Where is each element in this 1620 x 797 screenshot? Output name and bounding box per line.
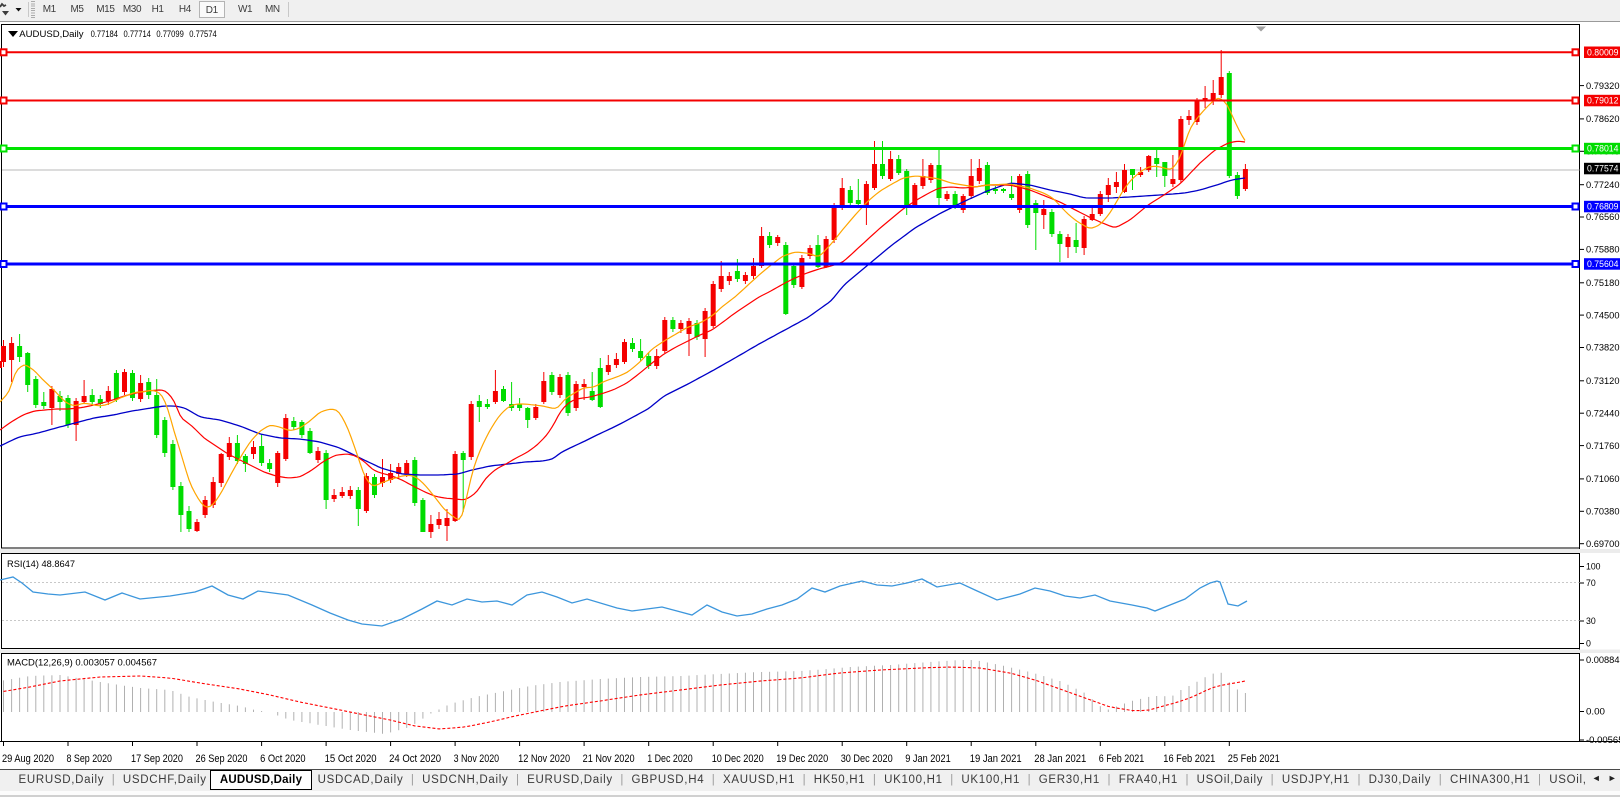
- svg-text:0.79012: 0.79012: [1587, 96, 1619, 106]
- svg-text:0.75180: 0.75180: [1586, 278, 1620, 288]
- svg-text:21 Nov 2020: 21 Nov 2020: [583, 753, 635, 765]
- svg-text:0.72440: 0.72440: [1586, 408, 1620, 418]
- svg-text:16 Feb 2021: 16 Feb 2021: [1163, 753, 1215, 765]
- svg-text:12 Nov 2020: 12 Nov 2020: [518, 753, 570, 765]
- svg-text:0.79320: 0.79320: [1586, 81, 1620, 91]
- svg-text:0.77574: 0.77574: [189, 29, 217, 40]
- svg-text:70: 70: [1586, 578, 1596, 588]
- svg-text:25 Feb 2021: 25 Feb 2021: [1228, 753, 1280, 765]
- svg-text:0.78620: 0.78620: [1586, 114, 1620, 124]
- svg-text:0.73120: 0.73120: [1586, 376, 1620, 386]
- svg-text:9 Jan 2021: 9 Jan 2021: [905, 753, 951, 765]
- svg-text:17 Sep 2020: 17 Sep 2020: [131, 753, 183, 765]
- svg-text:0.00: 0.00: [1586, 707, 1605, 717]
- svg-text:24 Oct 2020: 24 Oct 2020: [389, 753, 441, 765]
- svg-text:0.77714: 0.77714: [124, 29, 152, 40]
- svg-text:0.76809: 0.76809: [1587, 202, 1619, 212]
- svg-text:-0.00565: -0.00565: [1586, 735, 1620, 745]
- svg-text:1 Dec 2020: 1 Dec 2020: [647, 753, 693, 765]
- svg-text:0.75604: 0.75604: [1587, 259, 1619, 269]
- svg-text:19 Dec 2020: 19 Dec 2020: [776, 753, 828, 765]
- svg-text:0.69700: 0.69700: [1586, 539, 1620, 549]
- svg-text:8 Sep 2020: 8 Sep 2020: [67, 753, 113, 765]
- svg-text:15 Oct 2020: 15 Oct 2020: [325, 753, 377, 765]
- svg-text:10 Dec 2020: 10 Dec 2020: [712, 753, 764, 765]
- svg-text:0.77240: 0.77240: [1586, 180, 1620, 190]
- svg-text:0.76560: 0.76560: [1586, 212, 1620, 222]
- svg-text:0.77184: 0.77184: [91, 29, 119, 40]
- svg-text:0.73820: 0.73820: [1586, 343, 1620, 353]
- svg-text:0.70380: 0.70380: [1586, 507, 1620, 517]
- svg-text:30 Dec 2020: 30 Dec 2020: [841, 753, 893, 765]
- svg-text:6 Feb 2021: 6 Feb 2021: [1099, 753, 1145, 765]
- svg-text:0.77099: 0.77099: [156, 29, 183, 40]
- svg-text:0: 0: [1586, 639, 1591, 649]
- svg-text:100: 100: [1586, 562, 1601, 572]
- svg-text:0.77574: 0.77574: [1587, 164, 1619, 174]
- svg-text:AUDUSD,Daily: AUDUSD,Daily: [19, 29, 83, 40]
- svg-text:RSI(14) 48.8647: RSI(14) 48.8647: [7, 559, 75, 570]
- svg-text:30: 30: [1586, 616, 1596, 626]
- svg-text:3 Nov 2020: 3 Nov 2020: [454, 753, 500, 765]
- svg-text:0.00884: 0.00884: [1586, 655, 1620, 665]
- svg-text:0.75880: 0.75880: [1586, 245, 1620, 255]
- svg-text:0.71760: 0.71760: [1586, 441, 1620, 451]
- svg-text:19 Jan 2021: 19 Jan 2021: [970, 753, 1022, 765]
- svg-text:MACD(12,26,9) 0.003057 0.00456: MACD(12,26,9) 0.003057 0.004567: [7, 658, 157, 669]
- svg-text:28 Jan 2021: 28 Jan 2021: [1034, 753, 1086, 765]
- svg-text:0.74500: 0.74500: [1586, 310, 1620, 320]
- svg-text:26 Sep 2020: 26 Sep 2020: [196, 753, 248, 765]
- svg-text:0.78014: 0.78014: [1587, 144, 1619, 154]
- svg-text:0.80009: 0.80009: [1587, 48, 1619, 58]
- svg-text:6 Oct 2020: 6 Oct 2020: [260, 753, 306, 765]
- svg-text:0.71060: 0.71060: [1586, 474, 1620, 484]
- svg-text:29 Aug 2020: 29 Aug 2020: [2, 753, 54, 765]
